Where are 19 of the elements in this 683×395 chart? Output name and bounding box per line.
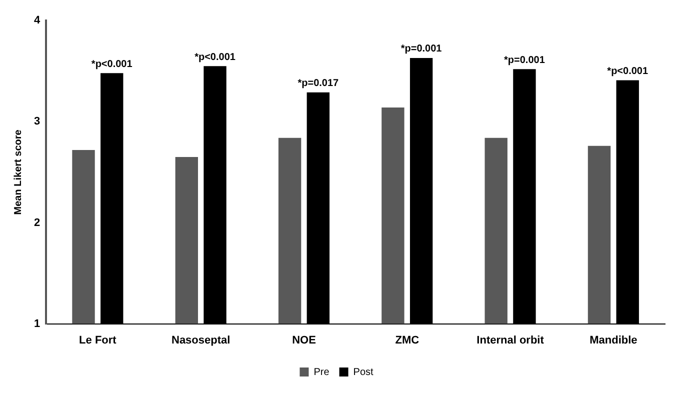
annotation: *p<0.001 [91, 58, 133, 70]
annotation: *p<0.001 [194, 52, 236, 63]
annotation: *p=0.001 [400, 44, 442, 55]
legend-label: Post [353, 366, 374, 378]
x-tick-label: NOE [292, 334, 316, 346]
legend-label: Pre [314, 366, 330, 378]
annotation: *p=0.001 [504, 54, 546, 66]
x-tick-label: Le Fort [79, 334, 117, 346]
annotation: *p<0.001 [607, 66, 648, 77]
x-tick-label: Nasoseptal [171, 334, 230, 346]
x-tick-label: Mandible [590, 334, 638, 346]
y-axis-title: Mean Likert score [12, 129, 24, 215]
x-tick-label: ZMC [395, 334, 420, 346]
y-tick-label: 1 [34, 318, 40, 330]
annotation: *p=0.017 [298, 78, 340, 90]
x-tick-label: Internal orbit [476, 334, 544, 346]
y-tick-label: 2 [34, 216, 40, 229]
y-tick-label: 4 [34, 14, 41, 27]
y-tick-label: 3 [34, 116, 40, 128]
